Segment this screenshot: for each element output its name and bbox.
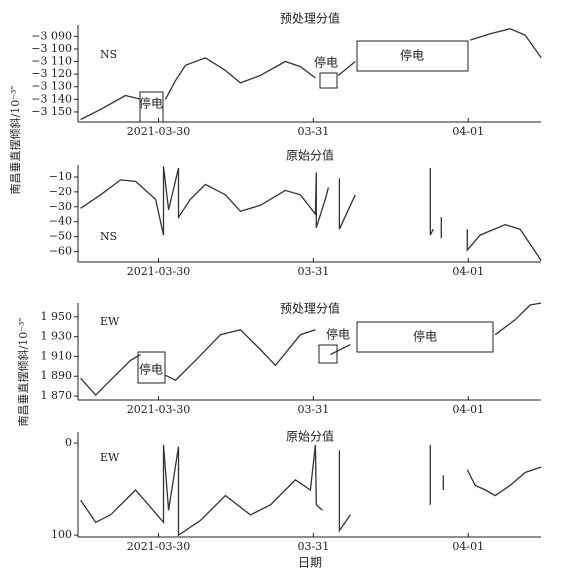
y-tick-label: 0: [65, 436, 72, 449]
x-tick-label: 2021-03-30: [127, 265, 190, 278]
outage-box: [319, 72, 338, 89]
x-tick-label: 04-01: [452, 125, 484, 138]
y-tick-label: −40: [49, 215, 72, 228]
y-tick-label: −3 130: [31, 80, 72, 93]
x-tick-label: 2021-03-30: [127, 125, 190, 138]
series-label: EW: [100, 451, 120, 464]
y-tick-label: −3 090: [31, 29, 72, 42]
y-tick-label: 1 950: [41, 310, 73, 323]
panel-title: 预处理分值: [280, 11, 340, 26]
data-line: [80, 166, 542, 261]
data-line: [80, 28, 542, 121]
panel-title: 原始分值: [286, 148, 334, 163]
x-tick-label: 03-31: [298, 540, 330, 553]
x-tick-label: 2021-03-30: [127, 403, 190, 416]
outage-label: 停电: [139, 362, 163, 377]
x-tick-label: 04-01: [452, 265, 484, 278]
y-tick-label: 100: [51, 528, 72, 541]
panel-title: 原始分值: [286, 429, 334, 444]
outage-box: [139, 91, 164, 123]
y-tick-label: 1 930: [41, 330, 73, 343]
panel-title: 预处理分值: [280, 301, 340, 316]
x-tick-label: 03-31: [298, 125, 330, 138]
outage-label: 停电: [400, 48, 424, 63]
y-tick-label: −50: [49, 230, 72, 243]
y-tick-label: −60: [49, 245, 72, 258]
y-axis-label: 南昌垂直摆倾斜/10⁻³″: [16, 317, 30, 426]
y-tick-label: −3 120: [31, 67, 72, 80]
x-tick-label: 03-31: [298, 403, 330, 416]
series-label: NS: [100, 230, 117, 243]
y-tick-label: −20: [49, 185, 72, 198]
outage-box: [137, 351, 166, 384]
x-tick-label: 04-01: [452, 540, 484, 553]
outage-label: 停电: [139, 96, 163, 111]
series-label: EW: [100, 315, 120, 328]
x-tick-label: 03-31: [298, 265, 330, 278]
y-tick-label: 1 910: [41, 349, 73, 362]
y-tick-label: 1 890: [41, 369, 73, 382]
outage-box: [356, 321, 494, 353]
y-tick-label: 1 870: [41, 389, 73, 402]
y-axis-label: 南昌垂直摆倾斜/10⁻³″: [8, 85, 22, 194]
outage-box: [356, 40, 469, 72]
y-tick-label: −3 100: [31, 42, 72, 55]
outage-label: 停电: [314, 55, 338, 70]
data-line: [80, 444, 542, 537]
y-tick-label: −10: [49, 170, 72, 183]
outage-label: 停电: [413, 329, 437, 344]
x-tick-label: 04-01: [452, 403, 484, 416]
x-axis-label: 日期: [298, 556, 322, 570]
y-tick-label: −3 110: [31, 55, 72, 68]
outage-label: 停电: [326, 327, 350, 342]
outage-box: [318, 344, 338, 364]
data-line: [80, 302, 542, 397]
series-label: NS: [100, 48, 117, 61]
y-tick-label: −30: [49, 200, 72, 213]
y-tick-label: −3 150: [31, 105, 72, 118]
y-tick-label: −3 140: [31, 92, 72, 105]
x-tick-label: 2021-03-30: [127, 540, 190, 553]
